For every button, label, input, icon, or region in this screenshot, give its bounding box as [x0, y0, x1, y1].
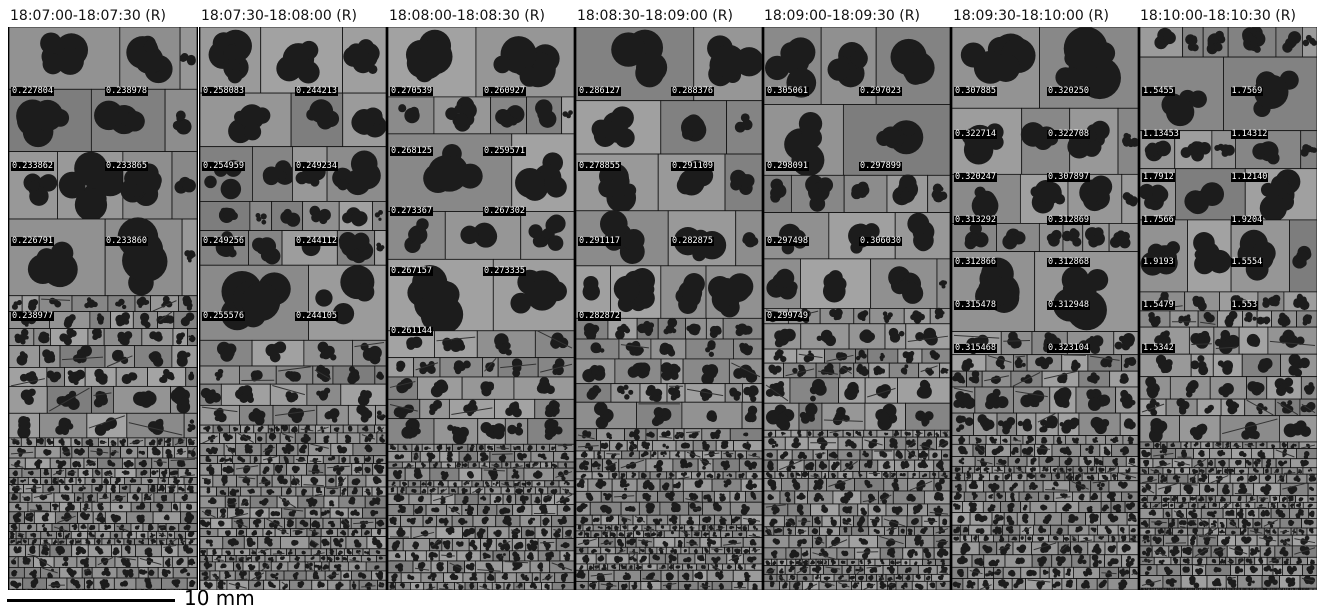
particle-mosaic-7: 1.5455 1.7569 1.13453 1.14312 1.7912 1.12140 1… — [1139, 27, 1317, 590]
particle-value-label: 1.553 — [1231, 301, 1259, 310]
particle-mosaic-2: 0.258083 0.244213 0.254959 0.249234 0.249256… — [199, 27, 387, 590]
particle-value-label: 0.278855 — [578, 162, 621, 171]
particle-value-label: 0.249234 — [295, 162, 338, 171]
particle-value-label: 0.291117 — [578, 237, 621, 246]
particle-value-label: 0.255576 — [202, 312, 245, 321]
particle-value-label: 1.7566 — [1142, 216, 1175, 225]
panel-title-3: 18:08:00-18:08:30 (R) — [389, 8, 545, 24]
particle-value-label: 0.261144 — [390, 327, 433, 336]
particle-mosaic-6: 0.307885 0.320250 0.322714 0.322708 0.320247… — [951, 27, 1139, 590]
particle-value-label: 0.226791 — [11, 237, 54, 246]
panel-title-7: 18:10:00-18:10:30 (R) — [1140, 8, 1296, 24]
particle-value-label: 0.320250 — [1047, 87, 1090, 96]
particle-value-label: 0.297023 — [859, 87, 902, 96]
panel-title-6: 18:09:30-18:10:00 (R) — [953, 8, 1109, 24]
particle-value-label: 0.291109 — [671, 162, 714, 171]
particle-value-label: 0.312948 — [1047, 301, 1090, 310]
particle-value-label: 0.238978 — [105, 87, 148, 96]
particle-value-label: 0.233862 — [11, 162, 54, 171]
particle-value-label: 0.244213 — [295, 87, 338, 96]
mosaic-image — [764, 27, 950, 590]
particle-value-label: 0.320247 — [954, 173, 997, 182]
particle-value-label: 0.315478 — [954, 301, 997, 310]
particle-value-label: 0.307885 — [954, 87, 997, 96]
particle-value-label: 0.315468 — [954, 344, 997, 353]
particle-value-label: 0.305061 — [766, 87, 809, 96]
panel-title-4: 18:08:30-18:09:00 (R) — [577, 8, 733, 24]
mosaic-image — [200, 27, 386, 590]
particle-value-label: 0.260927 — [483, 87, 526, 96]
particle-value-label: 0.244112 — [295, 237, 338, 246]
scale-bar — [7, 599, 175, 602]
particle-value-label: 0.297899 — [859, 162, 902, 171]
particle-value-label: 0.233865 — [105, 162, 148, 171]
particle-value-label: 0.312868 — [1047, 258, 1090, 267]
particle-value-label: 0.267157 — [390, 267, 433, 276]
particle-value-label: 0.312866 — [954, 258, 997, 267]
particle-value-label: 1.5342 — [1142, 344, 1175, 353]
particle-value-label: 1.5479 — [1142, 301, 1175, 310]
particle-value-label: 0.267302 — [483, 207, 526, 216]
particle-value-label: 0.238977 — [11, 312, 54, 321]
particle-mosaic-4: 0.286127 0.288376 0.278855 0.291109 0.291117… — [575, 27, 763, 590]
particle-value-label: 0.244105 — [295, 312, 338, 321]
particle-value-label: 0.270539 — [390, 87, 433, 96]
particle-value-label: 1.9193 — [1142, 258, 1175, 267]
particle-value-label: 0.286127 — [578, 87, 621, 96]
particle-value-label: 0.306030 — [859, 237, 902, 246]
particle-value-label: 1.14312 — [1231, 130, 1269, 139]
particle-value-label: 0.282872 — [578, 312, 621, 321]
particle-mosaic-3: 0.270539 0.260927 0.268125 0.259571 0.273367… — [387, 27, 575, 590]
particle-value-label: 0.312869 — [1047, 216, 1090, 225]
particle-value-label: 0.273367 — [390, 207, 433, 216]
particle-mosaic-5: 0.305061 0.297023 0.298091 0.297899 0.297498… — [763, 27, 951, 590]
particle-value-label: 0.273335 — [483, 267, 526, 276]
particle-value-label: 1.13453 — [1142, 130, 1180, 139]
scale-bar-label: 10 mm — [184, 586, 255, 610]
particle-value-label: 0.323104 — [1047, 344, 1090, 353]
particle-value-label: 0.298091 — [766, 162, 809, 171]
particle-value-label: 1.9204 — [1231, 216, 1264, 225]
particle-value-label: 0.322714 — [954, 130, 997, 139]
particle-value-label: 1.5554 — [1231, 258, 1264, 267]
particle-value-label: 0.313292 — [954, 216, 997, 225]
mosaic-image — [388, 27, 574, 590]
particle-value-label: 1.7912 — [1142, 173, 1175, 182]
particle-value-label: 0.299749 — [766, 312, 809, 321]
particle-value-label: 0.297498 — [766, 237, 809, 246]
particle-value-label: 1.5455 — [1142, 87, 1175, 96]
particle-mosaic-1: 0.227804 0.238978 0.233862 0.233865 0.226791… — [8, 27, 198, 590]
particle-value-label: 0.249256 — [202, 237, 245, 246]
panel-title-2: 18:07:30-18:08:00 (R) — [201, 8, 357, 24]
particle-value-label: 1.7569 — [1231, 87, 1264, 96]
particle-value-label: 0.307897 — [1047, 173, 1090, 182]
mosaic-image — [576, 27, 762, 590]
particle-value-label: 1.12140 — [1231, 173, 1269, 182]
particle-value-label: 0.227804 — [11, 87, 54, 96]
particle-value-label: 0.259571 — [483, 147, 526, 156]
particle-value-label: 0.288376 — [671, 87, 714, 96]
mosaic-image — [9, 27, 197, 590]
particle-value-label: 0.233860 — [105, 237, 148, 246]
panel-title-5: 18:09:00-18:09:30 (R) — [764, 8, 920, 24]
particle-value-label: 0.258083 — [202, 87, 245, 96]
panel-title-1: 18:07:00-18:07:30 (R) — [10, 8, 166, 24]
particle-value-label: 0.322708 — [1047, 130, 1090, 139]
particle-value-label: 0.254959 — [202, 162, 245, 171]
particle-value-label: 0.268125 — [390, 147, 433, 156]
particle-value-label: 0.282875 — [671, 237, 714, 246]
